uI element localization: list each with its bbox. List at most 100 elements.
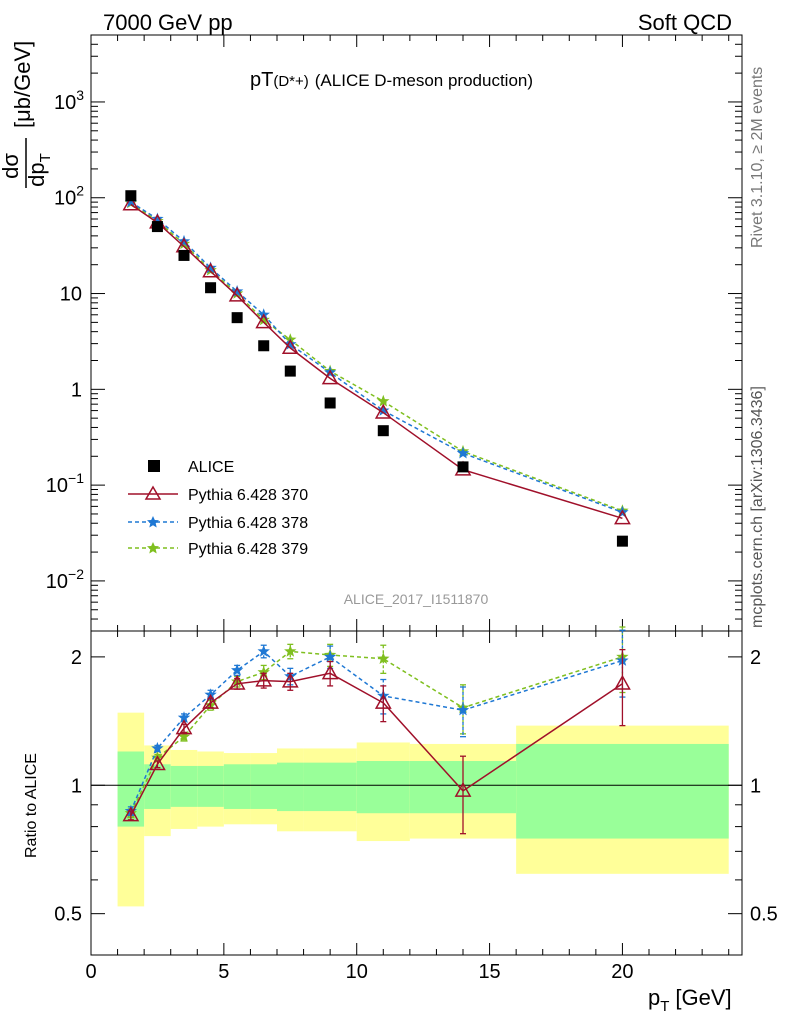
legend-marker-alice — [148, 460, 160, 472]
ratio-point — [454, 781, 472, 797]
alice-data-point — [377, 425, 389, 437]
band-inner — [250, 764, 277, 809]
ratio-point — [284, 644, 297, 657]
alice-data-point — [258, 340, 270, 352]
x-tick-label: 15 — [478, 961, 500, 983]
y-tick-label: 1 — [71, 379, 82, 401]
ratio-point — [374, 693, 392, 709]
ratio-point — [281, 672, 299, 688]
series-line-ratio — [130, 650, 623, 814]
series-point — [284, 337, 297, 350]
series-point — [614, 509, 631, 525]
y-tick-label: 10 — [60, 284, 82, 306]
series-line-main — [130, 203, 623, 520]
legend-label-379: Pythia 6.428 379 — [188, 541, 308, 558]
legend-marker-379 — [147, 542, 159, 554]
ratio-y-label: Ratio to ALICE — [23, 753, 40, 858]
ratio-point — [151, 741, 164, 754]
ratio-point — [202, 693, 219, 709]
legend: ALICE Pythia 6.428 370 Pythia 6.428 378 … — [128, 459, 308, 558]
ratio-y-tick-label-left: 2 — [71, 647, 82, 669]
ratio-point — [231, 663, 244, 676]
alice-data-point — [178, 249, 190, 261]
alice-data-point — [324, 397, 336, 409]
ratio-point — [175, 719, 193, 735]
ratio-y-tick-label-right: 0.5 — [750, 904, 778, 926]
y-tick-label: 10−2 — [46, 566, 84, 593]
ratio-point — [255, 671, 273, 687]
series-point — [231, 285, 244, 297]
series-point — [374, 403, 392, 419]
series-point — [202, 262, 219, 278]
ratio-panel-frame — [90, 630, 743, 956]
x-tick-label: 0 — [85, 961, 96, 983]
mcplots-label: mcplots.cern.ch [arXiv:1306.3436] — [749, 386, 766, 628]
alice-data-point — [125, 190, 137, 202]
ratio-y-tick-label-left: 1 — [71, 775, 82, 797]
analysis-watermark: ALICE_2017_I1511870 — [344, 591, 489, 607]
series-point — [177, 234, 191, 247]
x-tick-label: 20 — [611, 961, 633, 983]
ratio-y-tick-label-right: 1 — [750, 775, 761, 797]
series-point — [228, 286, 246, 302]
series-point — [124, 195, 137, 208]
y-tick-label: 103 — [54, 87, 84, 114]
plot-title-rest: (ALICE D-meson production) — [315, 71, 533, 90]
plot-title-sub: (D*+) — [273, 73, 308, 90]
ratio-y-tick-label-right: 2 — [750, 647, 761, 669]
ratio-point — [122, 806, 140, 822]
legend-marker-378 — [147, 516, 159, 528]
series-point — [281, 338, 299, 355]
ratio-point — [614, 674, 631, 690]
ratio-point — [456, 703, 470, 716]
series-line-main — [130, 201, 623, 514]
axis-ticks — [90, 34, 742, 955]
band-inner — [197, 765, 224, 807]
band-inner — [356, 761, 410, 814]
ratio-point — [324, 650, 337, 663]
band-inner — [303, 762, 357, 812]
plot-title-main: pT — [250, 69, 273, 91]
ratio-y-tick-label-left: 0.5 — [54, 904, 82, 926]
series-point — [321, 369, 339, 385]
series-point — [377, 394, 390, 407]
band-inner — [277, 762, 304, 812]
y-tick-label: 102 — [54, 183, 84, 210]
legend-marker-370 — [144, 485, 162, 500]
tick-labels: 0 5 10 15 20 10−2 10−1 1 10 102 103 0.5 0.5 1 1 2 2 — [46, 87, 778, 983]
series-marks — [122, 190, 631, 835]
series-point — [257, 313, 270, 326]
rivet-version-label: Rivet 3.1.10, ≥ 2M events — [749, 67, 766, 248]
band-inner — [170, 765, 198, 807]
ratio-uncertainty-bands — [91, 712, 742, 907]
alice-data-point — [231, 312, 243, 324]
series-point — [151, 212, 164, 225]
x-tick-label: 10 — [346, 961, 368, 983]
series-point — [377, 404, 390, 416]
legend-label-alice: ALICE — [188, 459, 234, 476]
ratio-point — [177, 711, 191, 723]
y-label-numerator: dσ — [0, 153, 23, 179]
ratio-point — [149, 755, 166, 771]
plot-title: pT(D*+) (ALICE D-meson production) — [250, 69, 533, 91]
main-y-label: dσ dpT [μb/GeV] — [0, 41, 54, 188]
ratio-point — [257, 644, 270, 657]
x-tick-label: 5 — [218, 961, 229, 983]
alice-data-point — [205, 282, 217, 294]
x-axis-label: pT [GeV] — [648, 985, 732, 1015]
y-tick-label: 10−1 — [46, 470, 84, 497]
header-energy-label: 7000 GeV pp — [103, 10, 233, 35]
ratio-point — [228, 674, 246, 690]
band-inner — [144, 764, 171, 809]
series-point — [122, 195, 140, 211]
y-label-unit: [μb/GeV] — [10, 41, 35, 128]
ratio-point — [377, 652, 390, 664]
band-inner — [516, 743, 729, 839]
series-point — [255, 313, 273, 329]
alice-data-point — [616, 535, 628, 547]
y-label-denominator: dpT — [24, 153, 54, 187]
legend-label-370: Pythia 6.428 370 — [188, 487, 308, 504]
band-inner — [223, 764, 251, 809]
alice-data-point — [284, 365, 296, 377]
